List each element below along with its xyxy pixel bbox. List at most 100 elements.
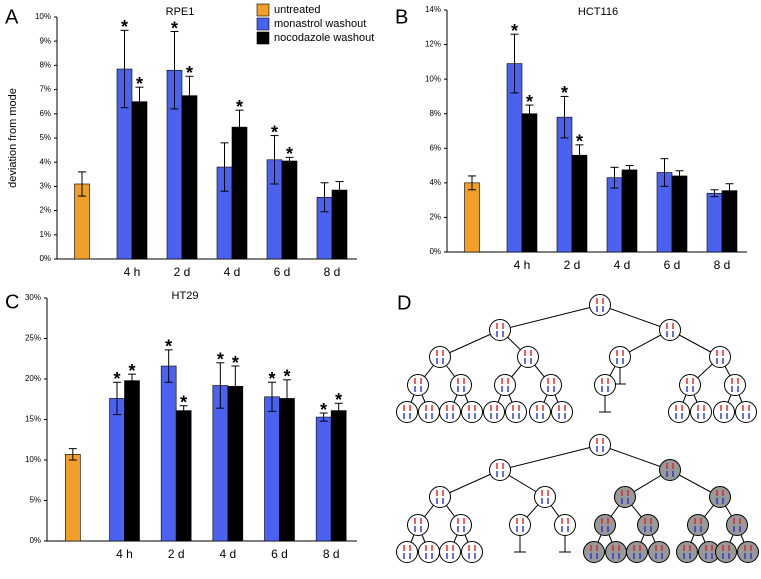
error-bar (710, 189, 719, 198)
cell (659, 459, 681, 481)
bar (160, 365, 177, 542)
cell (450, 514, 472, 536)
cell (429, 486, 451, 508)
significance-mark: * (186, 63, 193, 83)
x-tick-label: 6 d (664, 258, 681, 272)
significance-mark: * (576, 132, 583, 152)
bar (671, 175, 688, 253)
error-bar (235, 109, 244, 145)
cell (407, 514, 429, 536)
cell (461, 541, 483, 563)
cell (724, 374, 746, 396)
x-tick-label: 8 d (323, 547, 340, 561)
bar (606, 177, 623, 253)
cell (540, 374, 562, 396)
x-tick-label: 6 d (274, 265, 291, 279)
error-bar (560, 95, 569, 139)
x-tick-label: 8 d (714, 258, 731, 272)
legend-label: monastrol washout (274, 18, 366, 30)
cell (396, 541, 418, 563)
significance-mark: * (320, 400, 327, 420)
cell (676, 541, 698, 563)
lineage-diagram (396, 294, 759, 563)
edge (599, 444, 671, 471)
y-tick-label: 0% (29, 536, 41, 545)
bar (315, 416, 332, 542)
error-bar (270, 135, 279, 185)
cell (659, 319, 681, 341)
error-bar (268, 381, 276, 412)
y-tick-label: 2% (429, 213, 441, 222)
cell (509, 514, 531, 536)
error-bar (283, 379, 291, 418)
chart-title: RPE1 (166, 6, 195, 18)
y-tick-label: 1% (39, 230, 51, 239)
error-bar (179, 405, 188, 416)
cell (713, 401, 735, 423)
y-tick-label: 5% (39, 133, 51, 142)
cell (418, 401, 440, 423)
error-bar (135, 86, 144, 117)
legend-swatch (256, 31, 270, 45)
y-tick-label: 5% (29, 496, 41, 505)
cell (690, 401, 712, 423)
y-tick-label: 10% (35, 12, 51, 21)
cell (648, 541, 670, 563)
y-tick-label: 30% (25, 293, 41, 302)
y-axis-label: deviation from mode (7, 88, 19, 188)
bar (521, 113, 538, 253)
cell (668, 401, 690, 423)
bar (231, 126, 248, 260)
error-bar (285, 156, 294, 166)
significance-mark: * (136, 74, 143, 94)
x-tick-label: 4 d (219, 547, 236, 561)
cell (529, 401, 551, 423)
edge (499, 304, 601, 331)
bar (281, 160, 298, 260)
significance-mark: * (232, 353, 239, 373)
y-tick-label: 8% (429, 109, 441, 118)
x-tick-label: 4 d (224, 265, 241, 279)
cell (626, 541, 648, 563)
cell (737, 541, 759, 563)
bar (330, 410, 347, 542)
cell (709, 346, 731, 368)
significance-mark: * (171, 18, 178, 38)
bar (175, 410, 192, 542)
significance-mark: * (561, 83, 568, 103)
error-bar (575, 144, 584, 167)
cell (483, 401, 505, 423)
y-tick-label: 15% (25, 415, 41, 424)
significance-mark: * (286, 144, 293, 164)
cell (551, 401, 573, 423)
cell (589, 434, 611, 456)
error-bar (610, 166, 619, 189)
cell (726, 514, 748, 536)
bar (109, 398, 125, 542)
y-tick-label: 6% (39, 109, 51, 118)
error-bar (120, 29, 129, 109)
cell (450, 374, 472, 396)
panel-label: A (5, 6, 19, 28)
cell (396, 401, 418, 423)
error-bar (320, 182, 329, 213)
error-bar (525, 104, 534, 123)
x-tick-label: 2 d (174, 265, 191, 279)
edge (599, 304, 671, 331)
x-tick-label: 8 d (324, 265, 341, 279)
panel-label: C (5, 291, 19, 313)
significance-mark: * (180, 392, 187, 412)
cell (594, 374, 616, 396)
cell (461, 401, 483, 423)
bar (264, 396, 280, 542)
cell (715, 541, 737, 563)
bar (621, 169, 638, 253)
bar (331, 189, 348, 260)
cell (489, 319, 511, 341)
error-bar (231, 365, 240, 408)
error-bar (220, 142, 229, 192)
bar (571, 154, 588, 253)
cell (429, 346, 451, 368)
x-tick-label: 4 h (514, 258, 531, 272)
